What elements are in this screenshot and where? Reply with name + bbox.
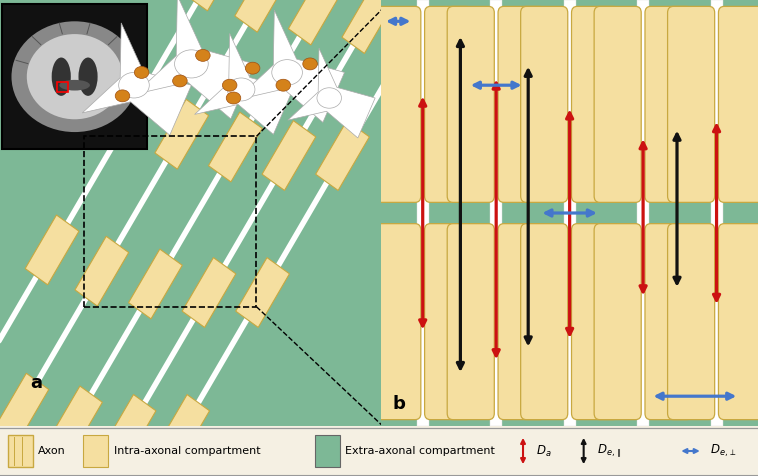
FancyBboxPatch shape bbox=[8, 435, 33, 467]
Polygon shape bbox=[185, 0, 239, 11]
Text: $D_{e,\parallel}$: $D_{e,\parallel}$ bbox=[597, 443, 622, 459]
FancyBboxPatch shape bbox=[645, 224, 692, 420]
Polygon shape bbox=[83, 23, 191, 135]
FancyBboxPatch shape bbox=[645, 6, 692, 202]
FancyBboxPatch shape bbox=[498, 224, 545, 420]
Bar bbox=[58, 82, 68, 91]
Ellipse shape bbox=[174, 50, 208, 78]
Polygon shape bbox=[235, 0, 289, 32]
Text: b: b bbox=[393, 395, 406, 413]
Text: Intra-axonal compartment: Intra-axonal compartment bbox=[114, 446, 260, 456]
Polygon shape bbox=[25, 215, 79, 285]
Polygon shape bbox=[182, 258, 236, 327]
Ellipse shape bbox=[226, 92, 241, 104]
Text: $D_a$: $D_a$ bbox=[536, 444, 552, 458]
Ellipse shape bbox=[227, 78, 255, 101]
Polygon shape bbox=[102, 395, 156, 465]
Ellipse shape bbox=[173, 75, 187, 87]
Polygon shape bbox=[342, 0, 396, 53]
FancyBboxPatch shape bbox=[447, 6, 494, 202]
Ellipse shape bbox=[317, 88, 341, 108]
FancyBboxPatch shape bbox=[374, 224, 421, 420]
FancyBboxPatch shape bbox=[572, 224, 619, 420]
Bar bbox=[84, 136, 256, 307]
Polygon shape bbox=[236, 10, 344, 122]
Ellipse shape bbox=[246, 62, 260, 74]
Text: $D_{e,\perp}$: $D_{e,\perp}$ bbox=[710, 443, 738, 459]
FancyBboxPatch shape bbox=[719, 224, 758, 420]
FancyBboxPatch shape bbox=[572, 6, 619, 202]
Text: Axon: Axon bbox=[38, 446, 66, 456]
Ellipse shape bbox=[52, 58, 70, 96]
Ellipse shape bbox=[276, 79, 290, 91]
Polygon shape bbox=[236, 258, 290, 327]
FancyBboxPatch shape bbox=[521, 224, 568, 420]
Polygon shape bbox=[129, 249, 182, 319]
Ellipse shape bbox=[119, 72, 149, 98]
Polygon shape bbox=[75, 236, 129, 306]
Ellipse shape bbox=[27, 34, 123, 119]
Ellipse shape bbox=[79, 58, 98, 96]
FancyBboxPatch shape bbox=[668, 6, 715, 202]
Polygon shape bbox=[208, 112, 262, 182]
Text: a: a bbox=[30, 374, 42, 392]
Polygon shape bbox=[155, 99, 208, 169]
FancyBboxPatch shape bbox=[83, 435, 108, 467]
FancyBboxPatch shape bbox=[719, 6, 758, 202]
Polygon shape bbox=[262, 120, 316, 190]
FancyBboxPatch shape bbox=[424, 224, 471, 420]
FancyBboxPatch shape bbox=[374, 6, 421, 202]
FancyBboxPatch shape bbox=[447, 224, 494, 420]
FancyBboxPatch shape bbox=[668, 224, 715, 420]
FancyBboxPatch shape bbox=[594, 224, 641, 420]
Bar bbox=[710, 0, 722, 426]
Polygon shape bbox=[315, 120, 369, 190]
Ellipse shape bbox=[196, 50, 210, 61]
Ellipse shape bbox=[272, 60, 302, 85]
Bar bbox=[490, 0, 503, 426]
FancyBboxPatch shape bbox=[594, 6, 641, 202]
Ellipse shape bbox=[59, 80, 90, 90]
Ellipse shape bbox=[134, 67, 149, 79]
Ellipse shape bbox=[11, 21, 138, 132]
Bar bbox=[637, 0, 649, 426]
FancyBboxPatch shape bbox=[315, 435, 340, 467]
Polygon shape bbox=[134, 0, 255, 119]
FancyBboxPatch shape bbox=[498, 6, 545, 202]
Polygon shape bbox=[49, 386, 102, 456]
FancyBboxPatch shape bbox=[521, 6, 568, 202]
Ellipse shape bbox=[302, 58, 318, 70]
FancyBboxPatch shape bbox=[424, 6, 471, 202]
Bar bbox=[417, 0, 429, 426]
Bar bbox=[564, 0, 575, 426]
Polygon shape bbox=[0, 373, 49, 443]
Polygon shape bbox=[195, 33, 293, 134]
Polygon shape bbox=[156, 395, 209, 465]
Polygon shape bbox=[396, 0, 449, 53]
Polygon shape bbox=[288, 0, 342, 45]
Polygon shape bbox=[105, 78, 159, 148]
FancyBboxPatch shape bbox=[2, 4, 147, 149]
Polygon shape bbox=[288, 48, 375, 138]
Ellipse shape bbox=[222, 79, 237, 91]
Ellipse shape bbox=[115, 90, 130, 102]
Text: Extra-axonal compartment: Extra-axonal compartment bbox=[345, 446, 495, 456]
